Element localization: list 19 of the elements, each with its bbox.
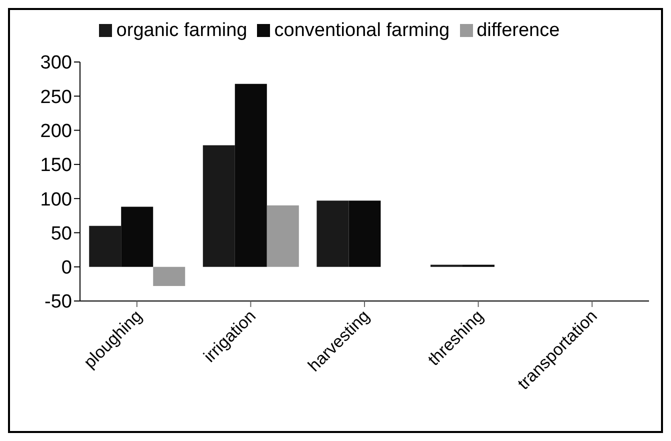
legend-label: difference [476, 20, 560, 41]
y-tick-label: -50 [44, 292, 72, 313]
bar [266, 205, 299, 267]
y-tick-label: 50 [50, 223, 72, 244]
bar [89, 226, 122, 267]
y-tick-label: 150 [40, 155, 72, 176]
bar [234, 84, 267, 267]
y-tick-label: 300 [40, 52, 72, 74]
bar [316, 200, 349, 267]
bar [202, 145, 235, 267]
y-tick-label: 250 [40, 86, 72, 108]
bar [348, 200, 381, 267]
bar [121, 206, 154, 267]
y-tick-label: 200 [40, 121, 72, 142]
y-tick-label: 0 [61, 258, 72, 279]
y-tick-label: 100 [40, 189, 72, 210]
legend-label: organic farming [116, 20, 248, 41]
bar [153, 266, 186, 286]
legend-label: conventional farming [274, 20, 450, 41]
